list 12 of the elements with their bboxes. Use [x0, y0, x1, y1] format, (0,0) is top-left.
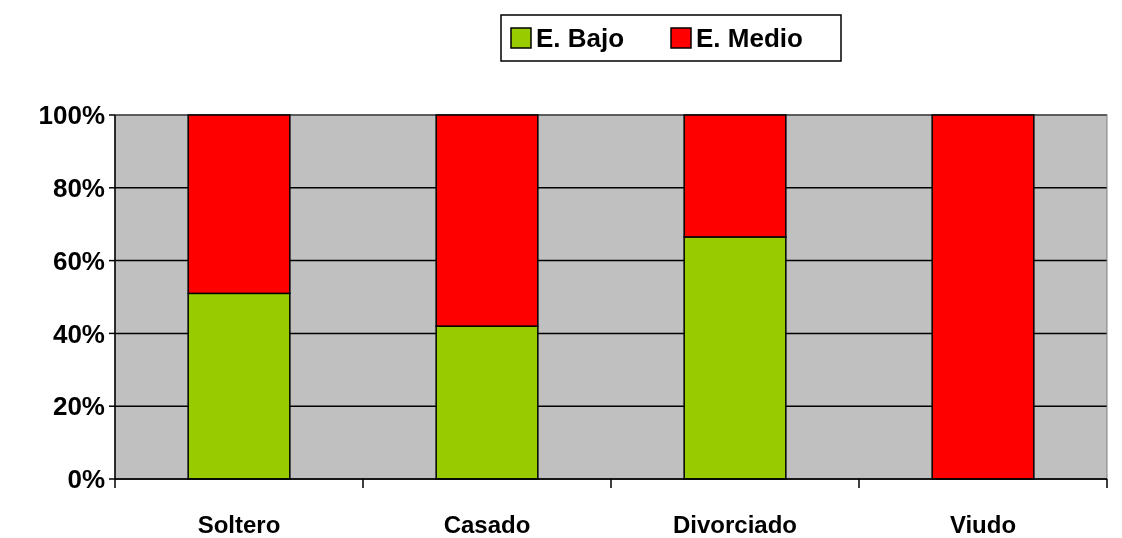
x-tick-label: Soltero — [197, 511, 281, 538]
legend-label: E. Bajo — [536, 23, 625, 54]
y-tick-label: 100% — [38, 100, 105, 131]
y-tick-label: 0% — [67, 464, 105, 495]
y-tick-label: 20% — [52, 391, 105, 422]
y-tick-label: 40% — [52, 318, 105, 349]
y-tick-label: 80% — [52, 172, 105, 203]
x-tick-label: Divorciado — [672, 511, 798, 538]
y-tick-label: 60% — [52, 245, 105, 276]
legend-label: E. Medio — [696, 23, 803, 54]
x-tick-label: Viudo — [949, 511, 1017, 538]
x-tick-label: Casado — [443, 511, 531, 538]
